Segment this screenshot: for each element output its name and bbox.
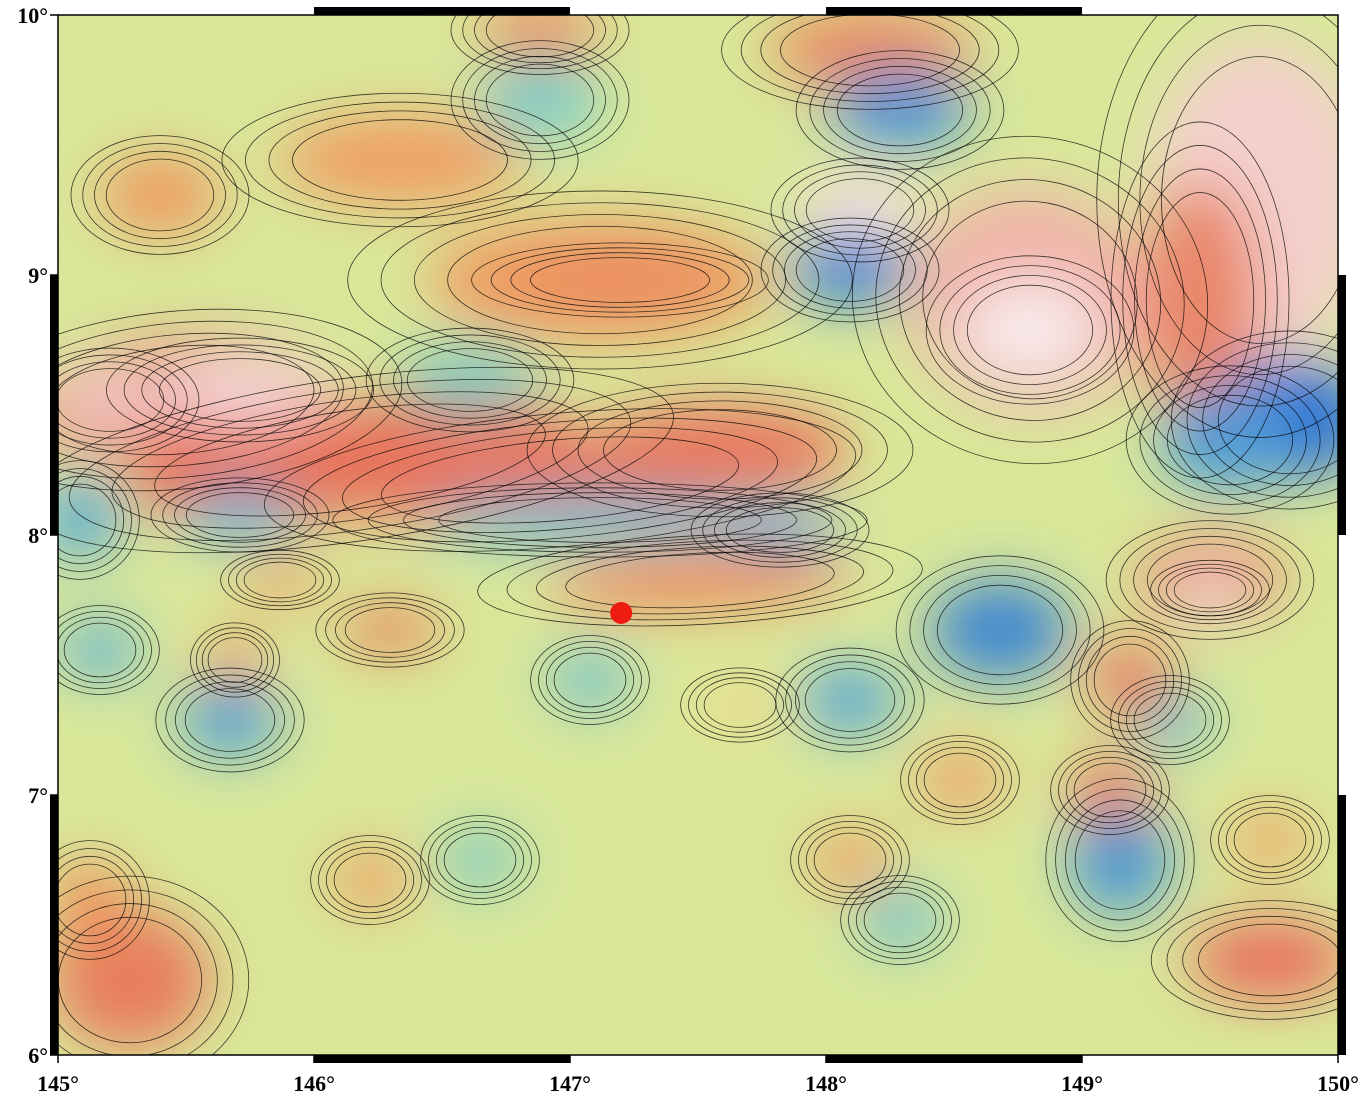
relief-patch [1230,810,1310,870]
relief-patch [100,155,220,235]
frame-band [314,7,570,15]
relief-patch [480,60,600,140]
y-tick-label: 10° [17,3,48,28]
relief-patch [550,650,630,710]
relief-patch [180,490,300,540]
relief-patch [830,70,970,150]
x-tick-label: 150° [1317,1071,1359,1096]
frame-band [50,795,58,1055]
frame-band [826,1055,1082,1063]
relief-patch [1190,920,1350,1000]
y-tick-label: 7° [28,783,48,808]
relief-patch [1090,640,1170,720]
map: 145° 146° 147° 148° 149° 150° 6° 7° 8° 9° 10° [0,0,1361,1097]
relief-patch [960,280,1100,380]
relief-patch [240,560,320,600]
relief-patch [860,890,940,950]
relief-patch [920,750,1000,810]
frame-band [1338,795,1346,1055]
relief-patch [330,850,410,910]
y-tick-label: 8° [28,523,48,548]
relief-patch [800,175,920,245]
relief [0,0,1361,1084]
relief-patch [1070,805,1170,915]
x-tick-label: 146° [293,1071,335,1096]
relief-patch [810,830,890,890]
relief-patch [520,255,720,305]
relief-patch [1170,570,1250,610]
relief-patch [590,405,850,495]
relief-patch [700,680,780,730]
relief-patch [790,235,910,305]
relief-patch [800,665,900,735]
relief-patch [1160,390,1300,490]
relief-patch [50,365,170,435]
relief-patch [340,605,440,655]
frame-band [50,275,58,535]
x-tick-label: 149° [1061,1071,1103,1096]
frame-band [1338,275,1346,535]
frame-band [826,7,1082,15]
x-tick-label: 148° [805,1071,847,1096]
x-tick-label: 147° [549,1071,591,1096]
frame-band [314,1055,570,1063]
relief-patch [280,115,520,205]
page: {"chart_data": {"type": "scatter", "x": … [0,0,1361,1097]
y-tick-label: 6° [28,1043,48,1068]
relief-patch [440,830,520,890]
relief-patch [205,635,265,685]
relief-patch [180,685,280,755]
x-tick-label: 145° [37,1071,79,1096]
site-marker [610,602,632,624]
relief-patch [930,580,1070,680]
y-tick-label: 9° [28,263,48,288]
relief-patch [60,620,140,680]
